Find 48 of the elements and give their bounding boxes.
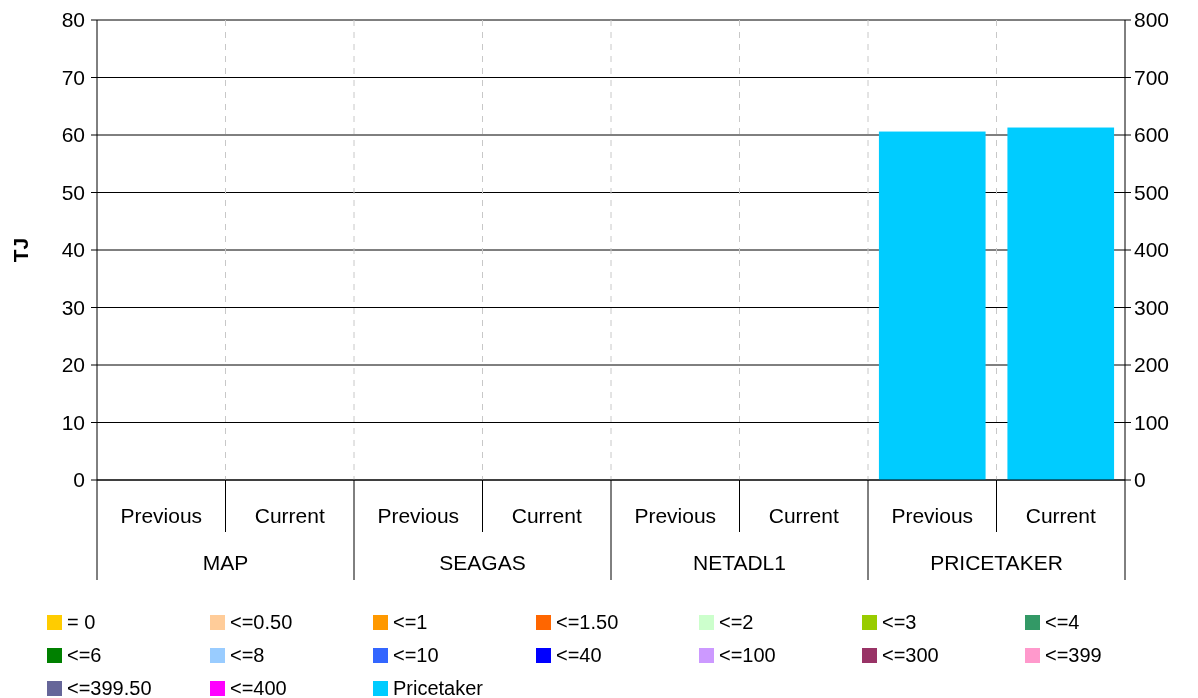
y-tick-label: 10 [61, 410, 85, 434]
legend-label: <=0.50 [230, 611, 293, 633]
y2-tick-label: 300 [1134, 295, 1170, 319]
text: PRICETAKER [930, 551, 1063, 575]
y2-tick-label: 400 [1134, 238, 1170, 262]
y2-tick-label: 800 [1134, 8, 1170, 32]
legend-label: <=8 [230, 644, 265, 666]
text: SEAGAS [439, 551, 526, 575]
legend-label: <=100 [719, 644, 776, 666]
y-tick-label: 20 [61, 353, 85, 377]
legend-label: <=6 [67, 644, 102, 666]
y-tick-label: 0 [73, 468, 85, 492]
y-axis-title: TJ [9, 237, 32, 263]
y2-tick-label: 700 [1134, 65, 1170, 89]
y-tick-label: 50 [61, 180, 85, 204]
legend-label: <=3 [882, 611, 917, 633]
legend-label: <=2 [719, 611, 754, 633]
x-tick-label: Current [1025, 504, 1096, 528]
x-tick-label: Current [768, 504, 839, 528]
legend-label: <=10 [393, 644, 439, 666]
y-tick-label: 30 [61, 295, 85, 319]
y2-tick-label: 500 [1134, 180, 1170, 204]
legend-label: <=4 [1045, 611, 1080, 633]
x-tick-label: Current [511, 504, 582, 528]
y-tick-label: 80 [61, 8, 85, 32]
x-tick-label: Previous [377, 504, 460, 528]
legend-label: <=400 [230, 677, 287, 698]
y-tick-label: 40 [61, 238, 85, 262]
x-tick-label: Previous [634, 504, 717, 528]
legend-label: <=40 [556, 644, 602, 666]
x-tick-label: Previous [891, 504, 974, 528]
text: MAP [202, 551, 249, 575]
legend-label: <=399 [1045, 644, 1102, 666]
y-tick-label: 60 [61, 123, 85, 147]
legend-label: <=1 [393, 611, 428, 633]
text: NETADL1 [693, 551, 786, 575]
legend-label: <=300 [882, 644, 939, 666]
legend-label: <=399.50 [67, 677, 152, 698]
legend-label: = 0 [67, 611, 96, 633]
y2-tick-label: 200 [1134, 353, 1170, 377]
x-tick-label: Previous [120, 504, 203, 528]
y2-tick-label: 0 [1134, 468, 1146, 492]
y2-tick-label: 600 [1134, 123, 1170, 147]
legend-label: <=1.50 [556, 611, 619, 633]
y2-tick-label: 100 [1134, 410, 1170, 434]
x-tick-label: Current [254, 504, 325, 528]
legend-label: Pricetaker [393, 677, 484, 698]
y-tick-label: 70 [61, 65, 85, 89]
